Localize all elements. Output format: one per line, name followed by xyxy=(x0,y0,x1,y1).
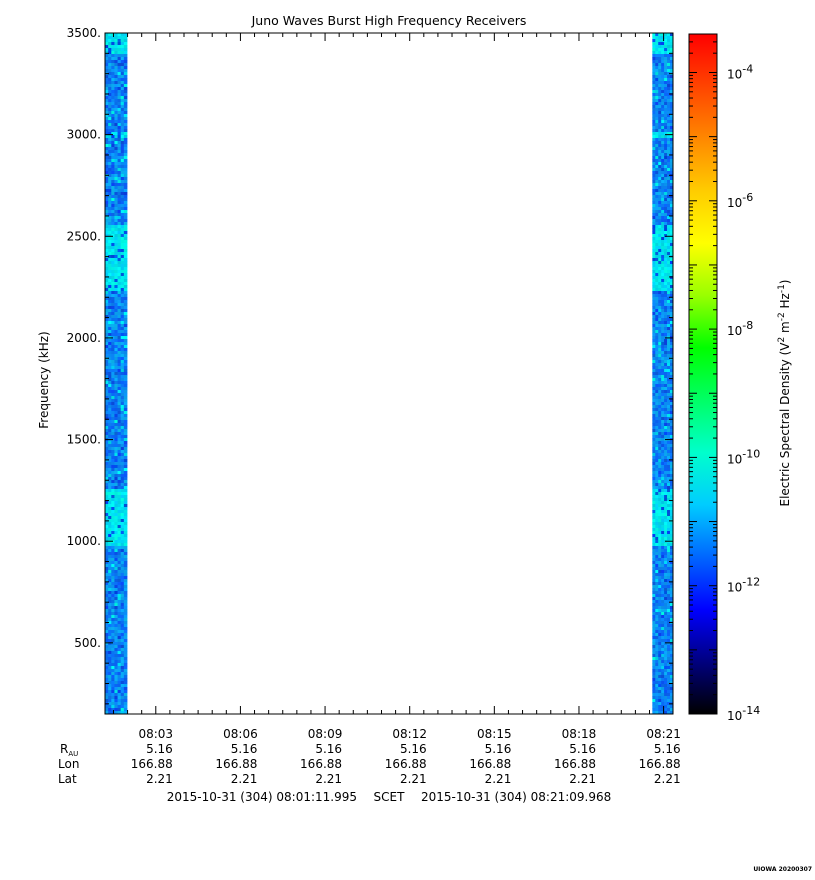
y-tick-label: 3500. xyxy=(67,26,101,40)
ephemeris-value-lat: 2.21 xyxy=(485,772,512,786)
x-tick-label: 08:03 xyxy=(138,727,173,741)
ephemeris-value-rau: 5.16 xyxy=(146,742,173,756)
ephemeris-value-lon: 166.88 xyxy=(385,757,427,771)
y-axis-label: Frequency (kHz) xyxy=(37,331,51,428)
time-range-start: 2015-10-31 (304) 08:01:11.995 xyxy=(167,790,357,804)
x-tick-label: 08:06 xyxy=(223,727,258,741)
ephemeris-value-rau: 5.16 xyxy=(231,742,258,756)
data-layer xyxy=(105,33,674,715)
ephemeris-label-rau: RAU xyxy=(60,742,78,758)
y-tick-label: 1500. xyxy=(67,433,101,447)
colorbar-tick-label: 10-8 xyxy=(727,319,753,338)
ephemeris-value-rau: 5.16 xyxy=(315,742,342,756)
colorbar: 10-14 10-12 10-10 10-8 10-6 10-4 Electric Spe… xyxy=(688,33,792,723)
ephemeris-value-lat: 2.21 xyxy=(400,772,427,786)
ephemeris-value-lon: 166.88 xyxy=(639,757,681,771)
x-tick-label: 08:12 xyxy=(392,727,427,741)
time-range-footer: 2015-10-31 (304) 08:01:11.995 SCET 2015-… xyxy=(167,790,612,804)
ephemeris-label-lat: Lat xyxy=(58,772,77,786)
colorbar-tick-label: 10-12 xyxy=(727,576,760,595)
y-tick-label: 1000. xyxy=(67,534,101,548)
ephemeris-value-rau: 5.16 xyxy=(654,742,681,756)
plot-area: 500. 1000. 1500. 2000. 2500. 3000. 3500. 08:03… xyxy=(67,26,681,741)
ephemeris-value-lat: 2.21 xyxy=(146,772,173,786)
ephemeris-label-lon: Lon xyxy=(58,757,79,771)
ephemeris-value-lon: 166.88 xyxy=(469,757,511,771)
y-tick-label: 2000. xyxy=(67,331,101,345)
ephemeris-value-rau: 5.16 xyxy=(400,742,427,756)
y-tick-label: 500. xyxy=(74,636,101,650)
y-tick-label: 2500. xyxy=(67,229,101,243)
footer-stamp: UIOWA 20200307 xyxy=(753,866,812,873)
colorbar-tick-label: 10-6 xyxy=(727,191,753,210)
ephemeris-value-lat: 2.21 xyxy=(654,772,681,786)
colorbar-tick-label: 10-14 xyxy=(727,704,760,723)
time-range-end: 2015-10-31 (304) 08:21:09.968 xyxy=(421,790,611,804)
time-range-label: SCET xyxy=(374,790,406,804)
colorbar-tick-label: 10-10 xyxy=(727,447,760,466)
colorbar-ticks: 10-14 10-12 10-10 10-8 10-6 10-4 xyxy=(689,41,760,723)
ephemeris-value-rau: 5.16 xyxy=(569,742,596,756)
ephemeris-value-lat: 2.21 xyxy=(569,772,596,786)
data-block-1 xyxy=(105,33,128,715)
x-tick-label: 08:18 xyxy=(562,727,597,741)
ephemeris-value-lon: 166.88 xyxy=(300,757,342,771)
ephemeris-value-lat: 2.21 xyxy=(231,772,258,786)
x-tick-label: 08:21 xyxy=(646,727,681,741)
colorbar-tick-label: 10-4 xyxy=(727,62,753,81)
x-tick-label: 08:09 xyxy=(308,727,343,741)
colorbar-label: Electric Spectral Density (V2 m-2 Hz-1) xyxy=(777,279,792,506)
y-tick-label: 3000. xyxy=(67,128,101,142)
data-block-2 xyxy=(652,33,674,715)
colorbar-gradient xyxy=(688,33,718,715)
plot-frame xyxy=(105,33,673,714)
ephemeris-value-lon: 166.88 xyxy=(131,757,173,771)
ephemeris-value-lon: 166.88 xyxy=(215,757,257,771)
ephemeris-value-lon: 166.88 xyxy=(554,757,596,771)
y-axis: 500. 1000. 1500. 2000. 2500. 3000. 3500. xyxy=(67,26,673,705)
x-tick-label: 08:15 xyxy=(477,727,512,741)
ephemeris-value-lat: 2.21 xyxy=(315,772,342,786)
plot-border xyxy=(104,32,674,715)
chart-title: Juno Waves Burst High Frequency Receiver… xyxy=(251,13,527,28)
x-axis: 08:03 08:06 08:09 08:12 08:15 08:18 08:21 xyxy=(112,33,681,741)
ephemeris-value-rau: 5.16 xyxy=(485,742,512,756)
